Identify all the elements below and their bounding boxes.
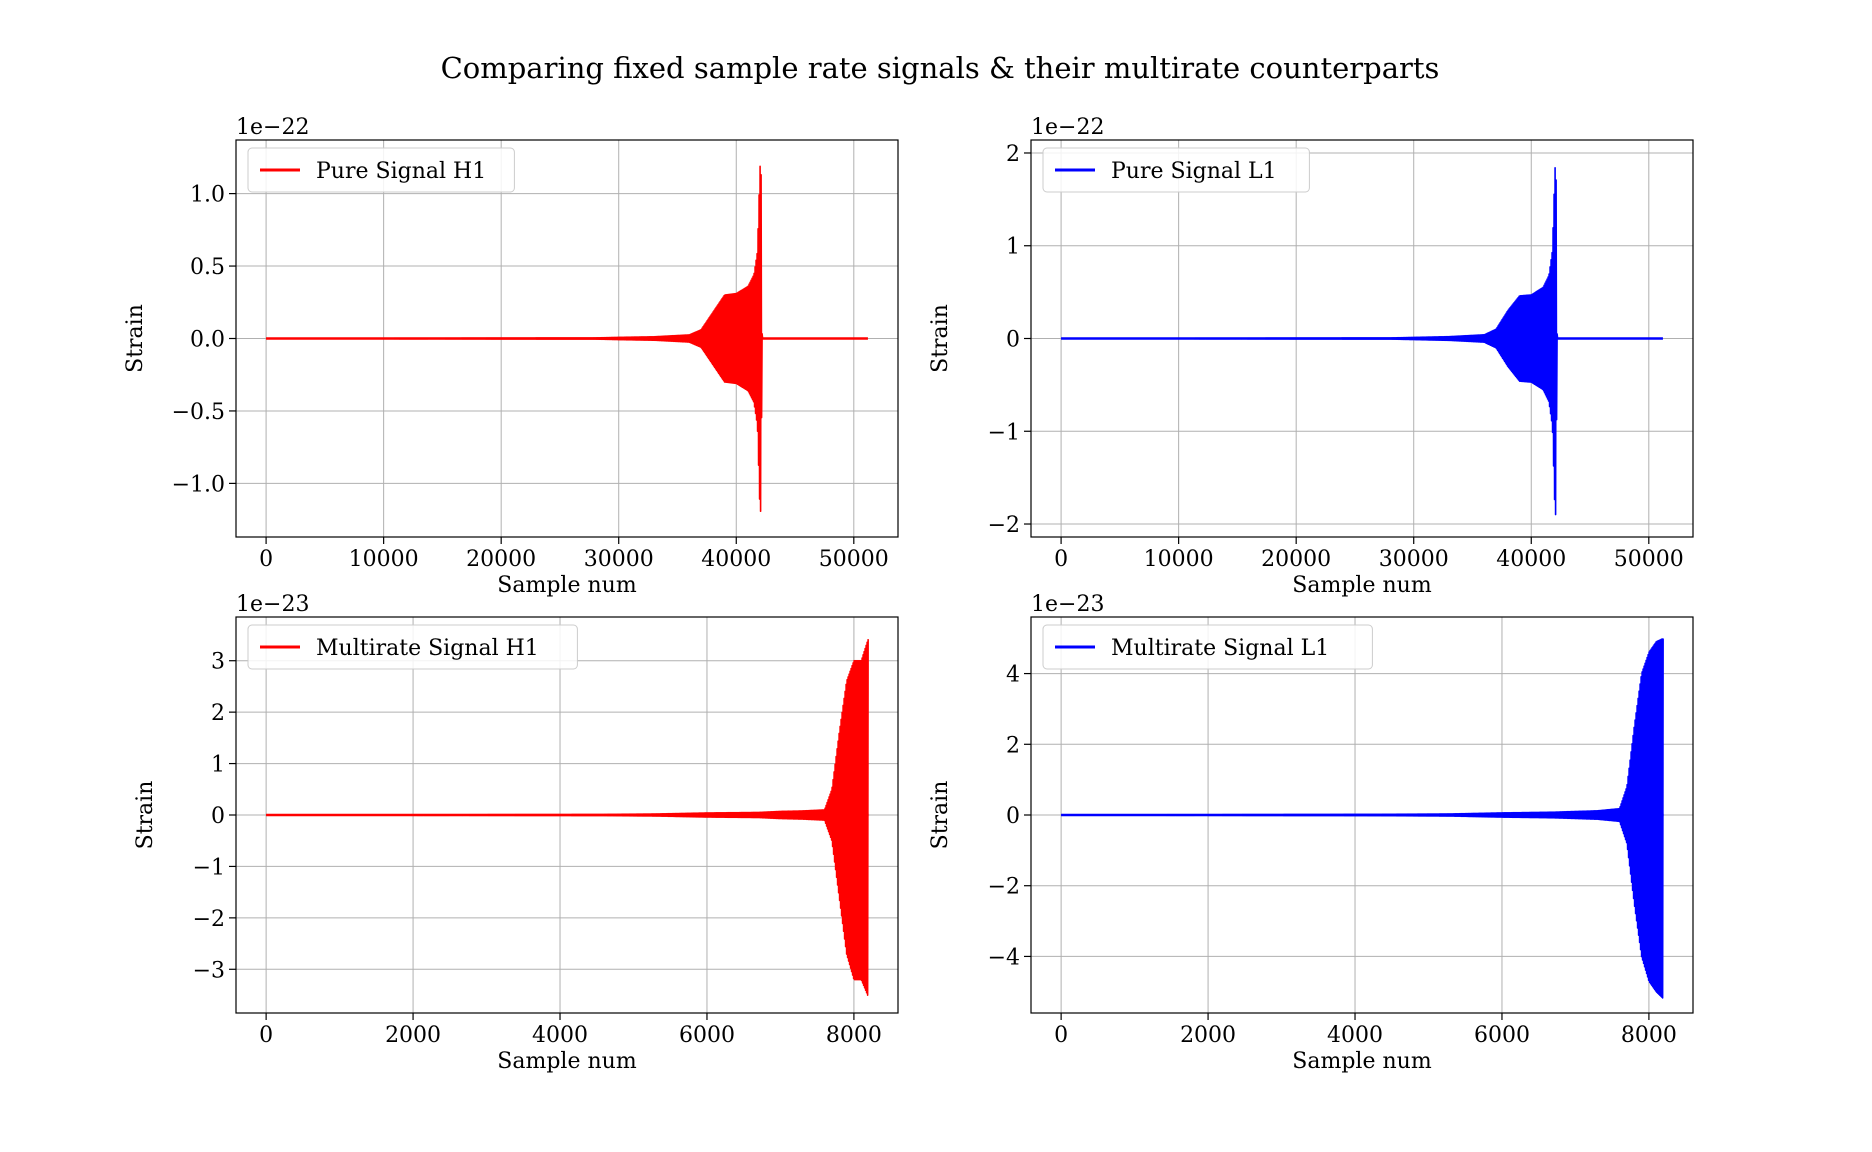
chart-3-y-tick-label-6: 3 [211, 650, 225, 675]
chart-1-x-tick-label-1: 10000 [349, 547, 419, 572]
chart-1-legend: Pure Signal H1 [247, 147, 515, 193]
chart-1-x-tick-label-4: 40000 [701, 547, 771, 572]
chart-3-x-tick-label-4: 8000 [826, 1023, 882, 1048]
chart-1-offset-text: 1e−22 [236, 115, 309, 140]
chart-3-x-tick-label-2: 4000 [532, 1023, 588, 1048]
chart-1-x-tick-label-5: 50000 [819, 547, 889, 572]
chart-3-offset-text: 1e−23 [236, 592, 309, 617]
chart-3-x-tick-label-3: 6000 [679, 1023, 735, 1048]
chart-4-y-tick-label-4: 4 [1006, 663, 1020, 688]
chart-1: 0 10000 20000 30000 40000 50000 −1.0 −0.5 0.0 0.5… [123, 115, 899, 598]
chart-2-x-tick-label-1: 10000 [1144, 547, 1214, 572]
chart-3-signal-line [265, 639, 869, 996]
chart-3-x-axis-label: Sample num [497, 1049, 637, 1074]
chart-2-x-tick-label-3: 30000 [1379, 547, 1449, 572]
chart-4-x-axis-label: Sample num [1292, 1049, 1432, 1074]
chart-4-x-tick-label-2: 4000 [1327, 1023, 1383, 1048]
figure-title: Comparing fixed sample rate signals & th… [441, 51, 1440, 85]
chart-1-x-tick-label-0: 0 [259, 547, 273, 572]
chart-2-legend: Pure Signal L1 [1042, 147, 1310, 193]
chart-4-offset-text: 1e−23 [1031, 592, 1104, 617]
chart-1-y-tick-label-4: 1.0 [190, 183, 225, 208]
chart-4-y-tick-label-3: 2 [1006, 733, 1020, 758]
chart-2-offset-text: 1e−22 [1031, 115, 1104, 140]
chart-3-legend-label: Multirate Signal H1 [316, 636, 539, 661]
chart-4: 0 2000 4000 6000 8000 −4 −2 0 2 4 Sample num Strain… [928, 592, 1694, 1074]
chart-3-legend: Multirate Signal H1 [247, 624, 578, 670]
chart-4-legend: Multirate Signal L1 [1042, 624, 1373, 670]
chart-3: 0 2000 4000 6000 8000 −3 −2 −1 0 1 2 3 Sample num Str… [133, 592, 899, 1074]
chart-3-y-tick-label-5: 2 [211, 701, 225, 726]
chart-4-legend-box [1042, 624, 1373, 670]
chart-1-legend-label: Pure Signal H1 [316, 159, 486, 184]
chart-4-legend-label: Multirate Signal L1 [1111, 636, 1329, 661]
chart-3-y-tick-label-4: 1 [211, 753, 225, 778]
chart-2-x-tick-label-5: 50000 [1614, 547, 1684, 572]
chart-2-legend-box [1042, 147, 1310, 193]
chart-2-signal-line [1060, 166, 1663, 516]
chart-4-y-tick-label-2: 0 [1006, 804, 1020, 829]
chart-4-x-tick-label-3: 6000 [1474, 1023, 1530, 1048]
chart-3-legend-box [247, 624, 578, 670]
chart-1-x-tick-label-3: 30000 [584, 547, 654, 572]
chart-3-y-tick-label-0: −3 [193, 958, 225, 983]
chart-2-x-axis-label: Sample num [1292, 573, 1432, 598]
chart-2-y-tick-label-1: −1 [988, 420, 1020, 445]
chart-2-x-tick-label-2: 20000 [1261, 547, 1331, 572]
chart-3-y-tick-label-3: 0 [211, 804, 225, 829]
chart-2-x-tick-label-4: 40000 [1496, 547, 1566, 572]
chart-1-y-tick-label-1: −0.5 [172, 400, 225, 425]
chart-2-x-tick-label-0: 0 [1054, 547, 1068, 572]
chart-1-legend-box [247, 147, 515, 193]
chart-4-y-tick-label-0: −4 [988, 945, 1020, 970]
chart-3-y-axis-label: Strain [133, 781, 158, 850]
chart-1-x-tick-label-2: 20000 [466, 547, 536, 572]
chart-1-x-axis-label: Sample num [497, 573, 637, 598]
chart-3-y-tick-label-2: −1 [193, 855, 225, 880]
chart-1-y-tick-label-2: 0.0 [190, 328, 225, 353]
chart-4-x-tick-label-4: 8000 [1621, 1023, 1677, 1048]
chart-3-y-tick-label-1: −2 [193, 907, 225, 932]
chart-2-y-tick-label-3: 1 [1006, 235, 1020, 260]
chart-2-y-tick-label-2: 0 [1006, 328, 1020, 353]
chart-4-y-axis-label: Strain [928, 781, 953, 850]
chart-1-y-axis-label: Strain [123, 304, 148, 373]
chart-2-legend-label: Pure Signal L1 [1111, 159, 1277, 184]
chart-3-x-tick-label-0: 0 [259, 1023, 273, 1048]
chart-2-y-tick-label-0: −2 [988, 513, 1020, 538]
chart-1-y-tick-label-3: 0.5 [190, 255, 225, 280]
chart-2-y-axis-label: Strain [928, 304, 953, 373]
chart-4-signal-line [1060, 638, 1664, 999]
chart-1-y-tick-label-0: −1.0 [172, 472, 225, 497]
chart-3-x-tick-label-1: 2000 [385, 1023, 441, 1048]
chart-4-x-tick-label-0: 0 [1054, 1023, 1068, 1048]
chart-4-x-tick-label-1: 2000 [1180, 1023, 1236, 1048]
chart-4-y-tick-label-1: −2 [988, 875, 1020, 900]
chart-2-y-tick-label-4: 2 [1006, 142, 1020, 167]
chart-2: 0 10000 20000 30000 40000 50000 −2 −1 0 1 2 Sample … [928, 115, 1694, 598]
